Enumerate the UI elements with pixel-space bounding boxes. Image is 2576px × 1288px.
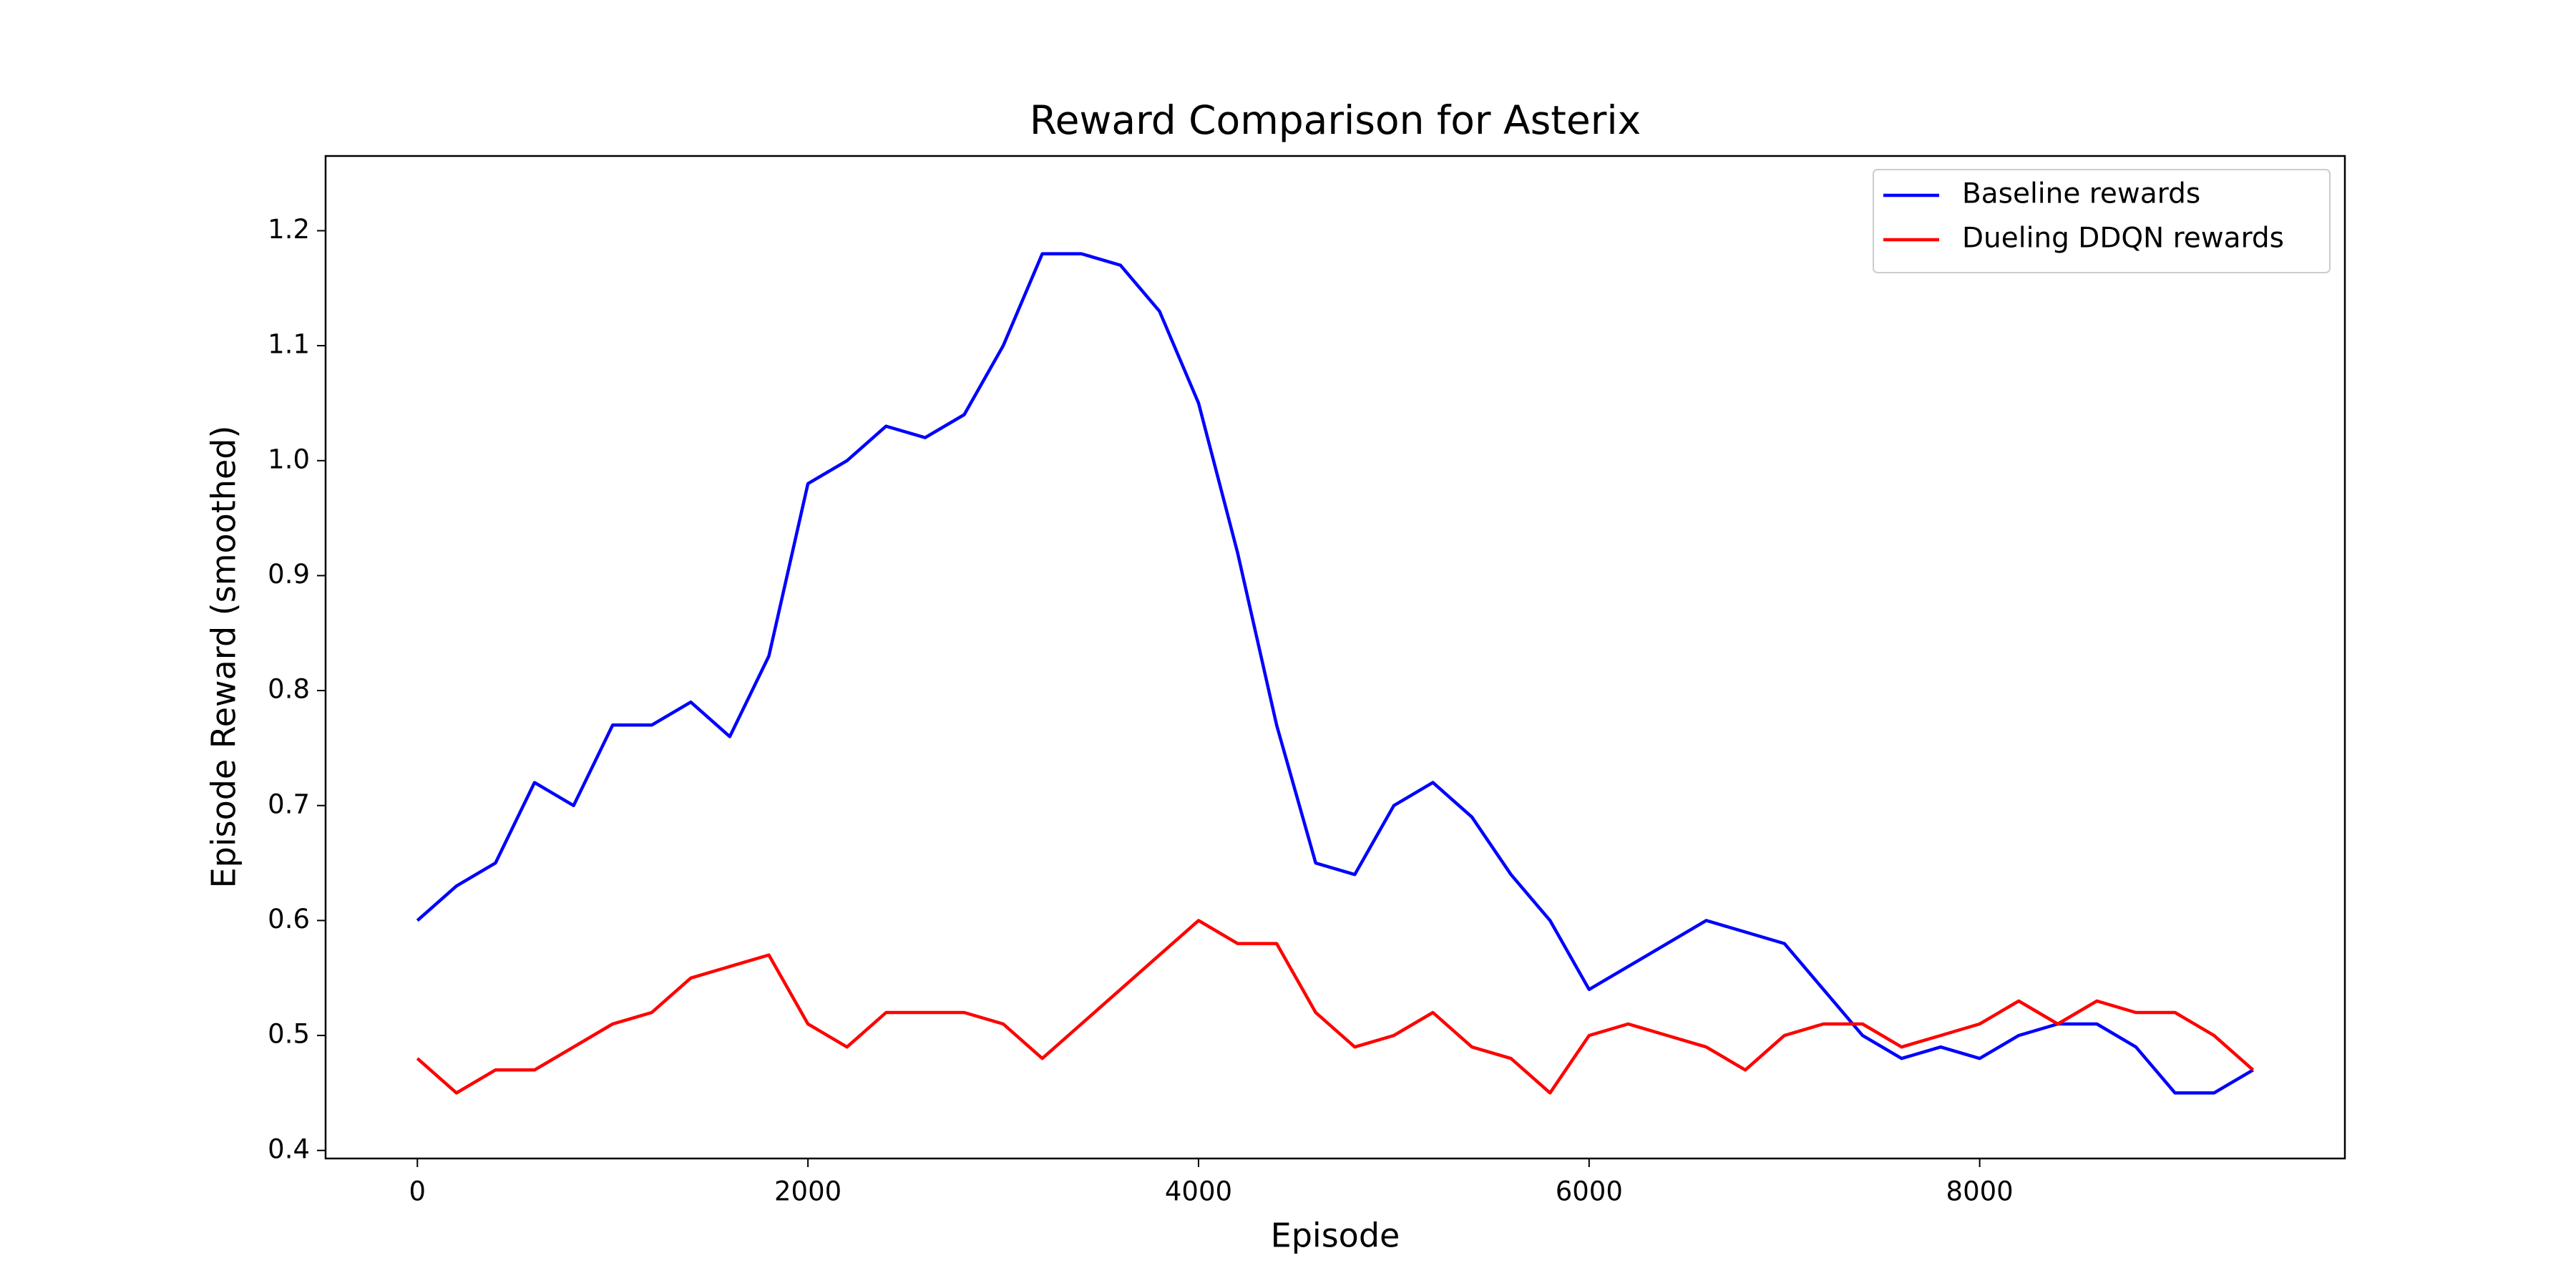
y-axis-title: Episode Reward (smoothed)	[205, 426, 243, 889]
legend-box	[1873, 169, 2331, 273]
x-axis-title: Episode	[1271, 1216, 1400, 1255]
x-tick-label: 0	[409, 1176, 426, 1207]
y-tick-label: 0.4	[268, 1133, 310, 1164]
x-tick-label: 2000	[774, 1176, 841, 1207]
legend-label: Dueling DDQN rewards	[1962, 223, 2284, 255]
x-tick-label: 4000	[1165, 1176, 1232, 1207]
series-line	[416, 919, 2255, 1095]
chart-title: Reward Comparison for Asterix	[1030, 97, 1641, 143]
y-tick-label: 0.7	[268, 789, 310, 819]
y-tick-label: 0.9	[268, 559, 310, 590]
x-tick-label: 6000	[1556, 1176, 1623, 1207]
legend-label: Baseline rewards	[1962, 178, 2200, 210]
y-tick-label: 0.6	[268, 904, 310, 935]
y-tick-label: 1.1	[268, 329, 310, 360]
y-tick-label: 0.8	[268, 674, 310, 705]
series-line	[416, 252, 2254, 1095]
y-tick-label: 1.2	[268, 214, 310, 245]
y-tick-label: 1.0	[268, 444, 310, 474]
plot-frame	[324, 155, 2346, 1160]
y-tick-label: 0.5	[268, 1019, 310, 1050]
x-tick-label: 8000	[1946, 1176, 2014, 1207]
